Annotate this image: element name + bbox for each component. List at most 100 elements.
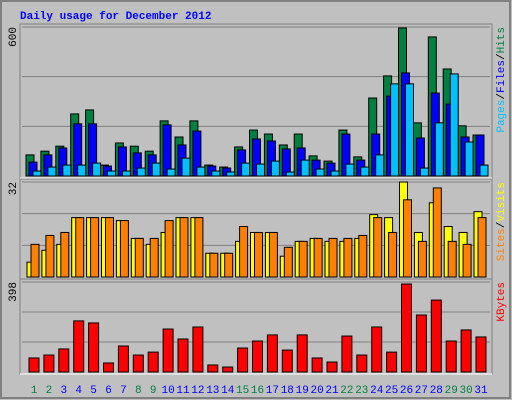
bar xyxy=(28,357,40,373)
bar xyxy=(103,362,114,373)
bar xyxy=(462,243,472,278)
legend-entry: KBytes xyxy=(496,282,508,322)
x-tick-label: 3 xyxy=(60,385,67,397)
x-tick-label: 30 xyxy=(459,385,472,397)
bar xyxy=(121,170,131,177)
legend-separator: / xyxy=(496,53,508,60)
bar xyxy=(285,171,295,177)
x-tick-label: 2 xyxy=(46,385,53,397)
x-tick-label: 10 xyxy=(161,385,174,397)
x-tick-label: 16 xyxy=(251,385,264,397)
x-tick-label: 23 xyxy=(355,385,368,397)
x-tick-label: 14 xyxy=(221,385,235,397)
x-tick-label: 21 xyxy=(325,385,339,397)
x-tick-label: 17 xyxy=(266,385,279,397)
bar xyxy=(211,170,221,177)
bar xyxy=(107,170,116,177)
x-tick-label: 4 xyxy=(75,385,82,397)
legend-entry: Visits xyxy=(496,182,508,222)
bar xyxy=(296,334,308,373)
bar xyxy=(73,320,85,373)
bar xyxy=(77,164,87,177)
x-tick-label: 5 xyxy=(90,385,97,397)
bar xyxy=(164,220,174,278)
x-tick-label: 9 xyxy=(150,385,157,397)
bar xyxy=(226,171,236,177)
bar xyxy=(45,234,55,278)
bar xyxy=(419,167,429,177)
bar xyxy=(417,240,427,278)
legend-separator: / xyxy=(496,222,508,229)
bar xyxy=(151,162,161,177)
bar xyxy=(32,170,42,177)
x-tick-label: 1 xyxy=(31,385,38,397)
bar xyxy=(254,231,263,278)
bar xyxy=(162,328,174,373)
bar xyxy=(315,168,325,177)
y-tick-label: 398 xyxy=(8,282,20,302)
bar xyxy=(430,299,442,373)
bar xyxy=(360,166,370,177)
bar xyxy=(117,345,129,373)
bar xyxy=(119,220,129,278)
bar xyxy=(136,167,146,177)
bar xyxy=(386,351,398,373)
x-tick-label: 15 xyxy=(236,385,249,397)
y-tick-label: 32 xyxy=(8,182,20,195)
bar xyxy=(281,349,293,373)
bar xyxy=(326,361,338,373)
bar xyxy=(30,243,40,278)
legend-entry: Files xyxy=(496,60,508,93)
bar xyxy=(311,357,323,373)
x-tick-label: 13 xyxy=(206,385,219,397)
bar xyxy=(179,217,189,278)
bar xyxy=(237,347,249,373)
bar xyxy=(239,226,249,278)
x-tick-label: 18 xyxy=(281,385,294,397)
bar xyxy=(345,163,355,177)
y-tick-label: 600 xyxy=(8,27,20,47)
x-tick-label: 7 xyxy=(120,385,127,397)
bar xyxy=(241,162,251,177)
bar xyxy=(132,354,144,373)
bar xyxy=(447,240,457,278)
bar xyxy=(341,335,353,373)
legend-separator: / xyxy=(496,93,508,100)
bar xyxy=(415,314,427,373)
bar xyxy=(343,237,353,278)
bar xyxy=(60,231,70,278)
bar xyxy=(356,354,368,373)
bar xyxy=(92,162,102,177)
x-tick-label: 29 xyxy=(445,385,458,397)
bar xyxy=(371,326,383,373)
bar xyxy=(166,168,176,177)
bar xyxy=(475,336,487,373)
legend-entry: Pages xyxy=(496,100,508,133)
bar xyxy=(405,83,414,177)
bar xyxy=(445,340,457,373)
x-tick-label: 19 xyxy=(296,385,309,397)
bar xyxy=(222,366,234,373)
bar xyxy=(252,340,263,373)
bar xyxy=(403,199,412,278)
bar xyxy=(194,217,204,278)
bar xyxy=(328,237,338,278)
x-tick-label: 24 xyxy=(370,385,384,397)
bar xyxy=(209,252,219,278)
bar xyxy=(330,170,340,177)
bar xyxy=(75,217,85,278)
legend: Sites/Visits xyxy=(496,182,508,261)
bar xyxy=(207,364,219,373)
x-tick-label: 25 xyxy=(385,385,398,397)
bar xyxy=(162,124,172,177)
bar xyxy=(268,231,278,278)
legend-entry: Sites xyxy=(496,228,508,261)
bar xyxy=(181,157,191,177)
bar xyxy=(375,154,385,177)
bar xyxy=(134,237,144,278)
bar xyxy=(62,164,72,177)
bar xyxy=(449,73,459,177)
bar xyxy=(266,334,278,373)
